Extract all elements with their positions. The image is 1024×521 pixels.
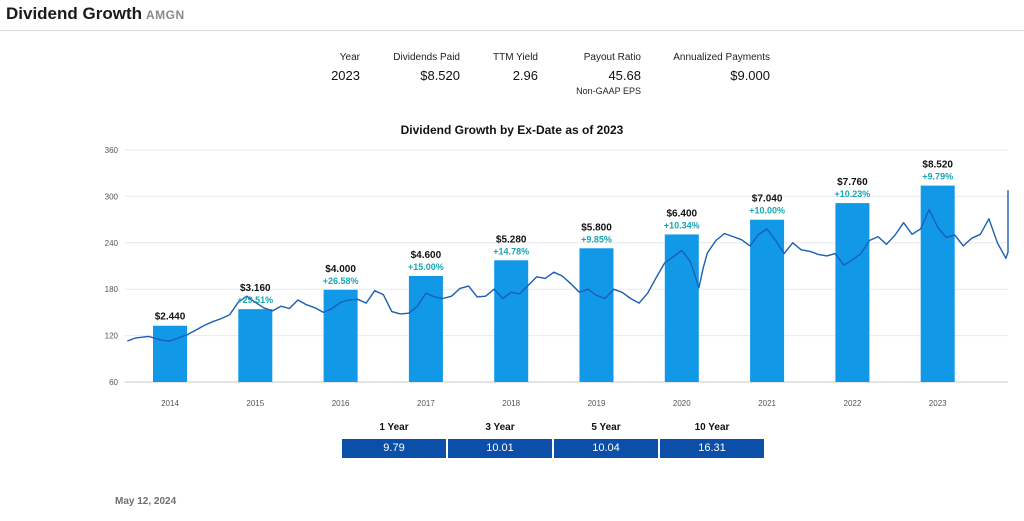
growth-1-year-value: 9.79 bbox=[342, 439, 446, 458]
stat-ttm-label: TTM Yield bbox=[492, 52, 538, 63]
bar-growth-label: +9.79% bbox=[922, 172, 953, 182]
growth-1-year: 1 Year 9.79 bbox=[342, 422, 446, 458]
stat-year: Year 2023 bbox=[300, 52, 360, 83]
x-tick-label: 2018 bbox=[502, 399, 520, 408]
stat-dividends: Dividends Paid $8.520 bbox=[380, 52, 460, 83]
growth-5-year-value: 10.04 bbox=[554, 439, 658, 458]
bar-growth-label: +10.34% bbox=[664, 220, 700, 230]
bar-growth-label: +29.51% bbox=[237, 295, 273, 305]
growth-10-year: 10 Year 16.31 bbox=[660, 422, 764, 458]
report-date: May 12, 2024 bbox=[115, 496, 177, 507]
bar-value-label: $3.160 bbox=[240, 283, 271, 294]
x-tick-label: 2017 bbox=[417, 399, 435, 408]
bar-growth-label: +26.58% bbox=[323, 276, 359, 286]
chart-title: Dividend Growth by Ex-Date as of 2023 bbox=[400, 123, 624, 137]
bar-value-label: $6.400 bbox=[667, 208, 698, 219]
dividend-chart: 60 120 180 240 300 360 $2.440 $3.160+29.51% $4.0… bbox=[105, 146, 1009, 408]
stat-payout-value: 45.68 bbox=[608, 68, 641, 83]
bar-value-label: $2.440 bbox=[155, 312, 186, 323]
y-tick-label: 120 bbox=[105, 332, 119, 341]
y-tick-label: 180 bbox=[105, 285, 119, 294]
growth-5-year-label: 5 Year bbox=[591, 422, 621, 433]
dividend-bar bbox=[835, 203, 870, 382]
y-tick-label: 360 bbox=[105, 146, 119, 155]
dividend-bar bbox=[664, 234, 699, 382]
dividend-bar bbox=[494, 260, 529, 382]
stat-payout-sub: Non-GAAP EPS bbox=[576, 86, 641, 96]
y-tick-label: 60 bbox=[109, 378, 118, 387]
dividend-bar bbox=[238, 309, 273, 382]
x-tick-label: 2015 bbox=[246, 399, 264, 408]
y-tick-label: 300 bbox=[105, 192, 119, 201]
bar-value-label: $7.040 bbox=[752, 194, 783, 205]
stat-year-value: 2023 bbox=[331, 68, 360, 83]
stat-dividends-label: Dividends Paid bbox=[393, 52, 460, 63]
stat-dividends-value: $8.520 bbox=[420, 68, 460, 83]
x-tick-label: 2019 bbox=[588, 399, 606, 408]
dividend-bar bbox=[920, 185, 955, 382]
growth-3-year: 3 Year 10.01 bbox=[448, 422, 552, 458]
bar-growth-label: +15.00% bbox=[408, 262, 444, 272]
growth-1-year-label: 1 Year bbox=[379, 422, 409, 433]
dividend-bar bbox=[750, 219, 785, 382]
growth-3-year-label: 3 Year bbox=[485, 422, 515, 433]
header: Dividend Growth AMGN bbox=[0, 0, 1024, 31]
stat-ttm-yield: TTM Yield 2.96 bbox=[480, 52, 538, 83]
bar-value-label: $5.280 bbox=[496, 234, 527, 245]
bar-growth-label: +14.78% bbox=[493, 246, 529, 256]
ticker-symbol: AMGN bbox=[146, 8, 185, 22]
stat-ttm-value: 2.96 bbox=[512, 68, 538, 83]
x-tick-label: 2016 bbox=[332, 399, 350, 408]
x-tick-label: 2023 bbox=[929, 399, 947, 408]
x-tick-label: 2022 bbox=[844, 399, 862, 408]
y-tick-label: 240 bbox=[105, 239, 119, 248]
growth-5-year: 5 Year 10.04 bbox=[554, 422, 658, 458]
stat-annualized: Annualized Payments $9.000 bbox=[660, 52, 770, 83]
stat-payout-ratio: Payout Ratio 45.68 Non-GAAP EPS bbox=[558, 52, 641, 96]
stat-payout-label: Payout Ratio bbox=[583, 52, 641, 63]
growth-10-year-label: 10 Year bbox=[694, 422, 730, 433]
bar-value-label: $4.600 bbox=[411, 250, 442, 261]
bar-value-label: $7.760 bbox=[837, 177, 868, 188]
growth-3-year-value: 10.01 bbox=[448, 439, 552, 458]
stat-year-label: Year bbox=[339, 52, 360, 63]
x-tick-label: 2021 bbox=[758, 399, 776, 408]
bar-value-label: $8.520 bbox=[922, 160, 953, 171]
summary-stats: Year 2023 Dividends Paid $8.520 TTM Yiel… bbox=[300, 52, 780, 102]
x-tick-label: 2020 bbox=[673, 399, 691, 408]
stat-annualized-label: Annualized Payments bbox=[673, 52, 770, 63]
bar-value-label: $5.800 bbox=[581, 222, 612, 233]
dividend-bar bbox=[408, 275, 443, 382]
price-line bbox=[127, 190, 1009, 342]
bar-growth-label: +10.23% bbox=[835, 189, 871, 199]
stat-annualized-value: $9.000 bbox=[730, 68, 770, 83]
bar-value-label: $4.000 bbox=[325, 264, 356, 275]
title-text: Dividend Growth bbox=[6, 4, 142, 23]
x-tick-label: 2014 bbox=[161, 399, 179, 408]
growth-10-year-value: 16.31 bbox=[660, 439, 764, 458]
dividend-bar bbox=[153, 325, 187, 382]
dividend-bar bbox=[579, 248, 614, 382]
dividend-bar bbox=[323, 289, 358, 382]
page-title: Dividend Growth AMGN bbox=[6, 4, 185, 24]
bar-growth-label: +10.00% bbox=[749, 206, 785, 216]
bar-growth-label: +9.85% bbox=[581, 234, 612, 244]
